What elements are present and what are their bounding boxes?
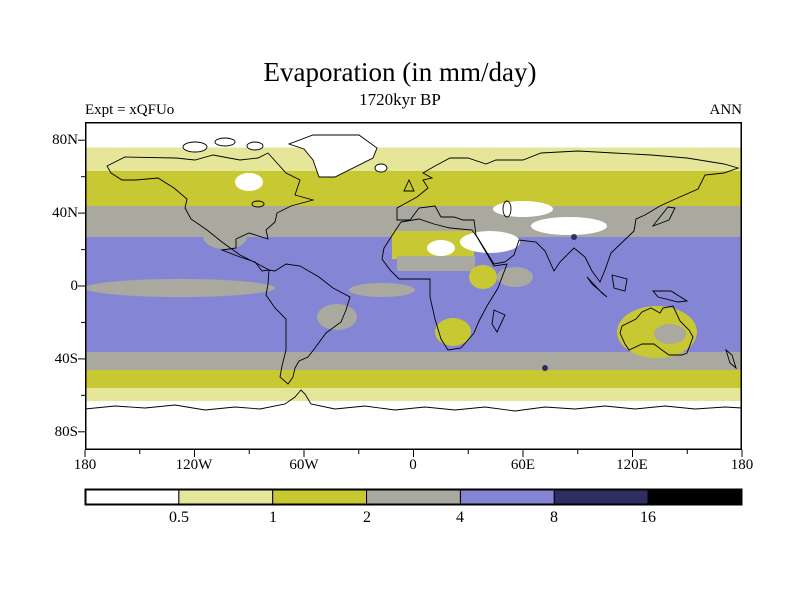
patch-arabia-white bbox=[460, 231, 520, 253]
patch-southern-africa-olive bbox=[435, 318, 471, 346]
colorbar-segment-gt-16 bbox=[647, 488, 743, 506]
band-olive-north bbox=[85, 171, 742, 206]
band-pale-north bbox=[85, 147, 742, 171]
band-pale-south bbox=[85, 388, 742, 401]
patch-himalaya-dark bbox=[571, 234, 577, 240]
colorbar bbox=[84, 488, 743, 506]
lon-label-120e: 120E bbox=[616, 457, 648, 473]
colorbar-segment-1-2 bbox=[272, 488, 368, 506]
colorbar-label-0.5: 0.5 bbox=[169, 509, 189, 526]
colorbar-segment-4-8 bbox=[459, 488, 555, 506]
band-gray-south bbox=[85, 352, 742, 370]
outline-japan bbox=[651, 206, 676, 227]
outline-north-america bbox=[106, 152, 315, 272]
lat-label-80n: 80N bbox=[52, 132, 78, 148]
world-evaporation-map bbox=[78, 122, 743, 457]
outline-antarctica-coast bbox=[84, 389, 743, 412]
patch-somali-coast bbox=[497, 267, 533, 287]
lat-label-eq: 0 bbox=[70, 278, 79, 294]
outline-arctic-island-1 bbox=[182, 141, 208, 153]
lat-label-40n: 40N bbox=[52, 205, 78, 221]
experiment-label: Expt = xQFUo bbox=[85, 102, 175, 118]
colorbar-segment-0.5-1 bbox=[178, 488, 274, 506]
lat-label-80s: 80S bbox=[54, 424, 78, 440]
outline-australia bbox=[619, 305, 694, 356]
patch-central-asia-white bbox=[493, 201, 553, 217]
lon-label-60e: 60E bbox=[510, 457, 536, 473]
lon-label-180w: 180 bbox=[73, 457, 97, 473]
outline-caspian-sea bbox=[502, 200, 512, 218]
patch-equatorial-atlantic bbox=[349, 283, 415, 297]
outline-sumatra bbox=[586, 276, 608, 298]
axis-ticks bbox=[78, 139, 743, 457]
figure-title: Evaporation (in mm/day) bbox=[263, 57, 537, 87]
colorbar-label-2: 2 bbox=[363, 509, 371, 526]
lon-label-120w: 120W bbox=[175, 457, 213, 473]
patch-tibet-white bbox=[531, 217, 607, 235]
outline-south-america bbox=[265, 263, 351, 385]
outline-arctic-island-2 bbox=[214, 137, 236, 147]
outline-borneo bbox=[611, 274, 628, 292]
outline-greenland bbox=[287, 134, 378, 178]
outline-new-zealand bbox=[725, 348, 737, 370]
lon-label-180e: 180 bbox=[730, 457, 754, 473]
patch-central-sahara-white bbox=[427, 240, 455, 256]
colorbar-label-1: 1 bbox=[269, 509, 277, 526]
lat-label-40s: 40S bbox=[54, 351, 78, 367]
outline-new-guinea bbox=[652, 290, 689, 303]
figure-subtitle: 1720kyr BP bbox=[359, 90, 441, 109]
season-label: ANN bbox=[709, 102, 743, 118]
band-olive-south bbox=[85, 370, 742, 388]
lon-label-0: 0 bbox=[409, 457, 417, 473]
outline-britain bbox=[403, 178, 415, 192]
colorbar-segment-8-16 bbox=[553, 488, 649, 506]
patch-east-africa-olive bbox=[469, 265, 497, 289]
lon-label-60w: 60W bbox=[289, 457, 319, 473]
patch-sahel-gray bbox=[397, 256, 475, 271]
patch-brazil-gray bbox=[317, 304, 357, 330]
colorbar-segment-2-4 bbox=[366, 488, 461, 506]
colorbar-segment-lt-0.5 bbox=[84, 488, 180, 506]
colorbar-label-16: 16 bbox=[640, 509, 656, 526]
outline-arctic-island-3 bbox=[246, 141, 264, 151]
outline-eurasia bbox=[396, 150, 740, 283]
outline-madagascar bbox=[491, 309, 506, 333]
outline-africa bbox=[381, 218, 508, 351]
patch-east-pacific-cold-tongue bbox=[85, 279, 275, 297]
colorbar-frame bbox=[85, 489, 742, 505]
continent-outlines bbox=[84, 134, 743, 412]
patch-hudson-bay-white bbox=[235, 173, 263, 191]
patch-australia-interior-gray bbox=[654, 324, 686, 344]
patch-kerguelen-dark bbox=[542, 365, 548, 371]
colorbar-label-8: 8 bbox=[550, 509, 558, 526]
outline-iceland bbox=[374, 163, 388, 173]
colorbar-label-4: 4 bbox=[456, 509, 464, 526]
outline-great-lakes bbox=[251, 200, 265, 208]
map-frame bbox=[85, 122, 742, 450]
